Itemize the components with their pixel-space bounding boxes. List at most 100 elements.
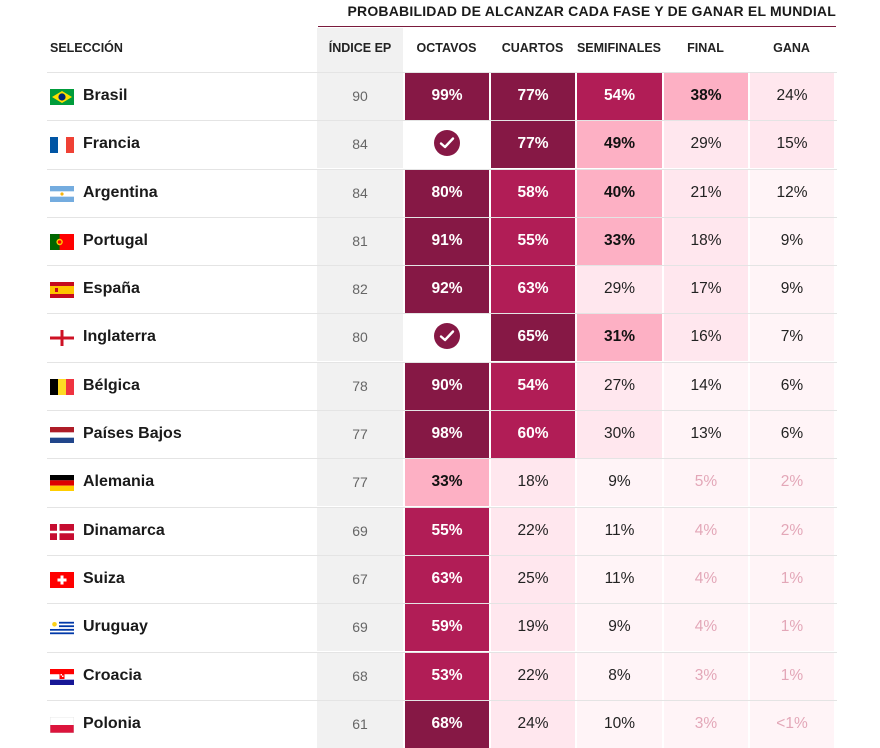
col-header-octavos: OCTAVOS: [416, 41, 477, 55]
table-row: Alemania 77 33% 18% 9% 5% 2%: [47, 458, 837, 507]
semifinales-probability: 30%: [576, 411, 662, 459]
team-name: Bélgica: [83, 376, 140, 394]
table-row: Uruguay 69 59% 19% 9% 4% 1%: [47, 603, 837, 652]
index-value: 69: [317, 604, 403, 652]
gana-probability: 6%: [749, 411, 834, 459]
table-row: Países Bajos 77 98% 60% 30% 13% 6%: [47, 410, 837, 459]
table-row: Francia 84 77% 49% 29% 15%: [47, 120, 837, 169]
table-row: Inglaterra 80 65% 31% 16% 7%: [47, 313, 837, 362]
netherlands-flag-icon: [50, 427, 74, 444]
gana-probability: 7%: [749, 314, 834, 362]
semifinales-probability: 49%: [576, 121, 662, 169]
table-row: España 82 92% 63% 29% 17% 9%: [47, 265, 837, 314]
octavos-probability: 90%: [404, 362, 489, 410]
col-header-cuartos: CUARTOS: [501, 41, 564, 55]
semifinales-probability: 31%: [576, 314, 662, 362]
cuartos-probability: 22%: [490, 507, 575, 555]
table-row: Polonia 61 68% 24% 10% 3% <1%: [47, 699, 837, 748]
index-value: 69: [317, 507, 403, 555]
croatia-flag-icon: [50, 668, 74, 685]
cuartos-probability: 58%: [490, 169, 575, 217]
table-row: Argentina 84 80% 58% 40% 21% 12%: [47, 168, 837, 217]
team-name: Brasil: [83, 87, 128, 104]
germany-flag-icon: [50, 475, 74, 492]
octavos-probability: 33%: [404, 459, 489, 507]
team-name: Suiza: [83, 569, 125, 587]
team-name: Portugal: [83, 231, 148, 249]
cuartos-probability: 19%: [490, 604, 575, 652]
belgium-flag-icon: [50, 378, 74, 395]
table-row: Suiza 67 63% 25% 11% 4% 1%: [47, 554, 837, 603]
octavos-probability: 63%: [404, 555, 489, 603]
gana-probability: 9%: [749, 266, 834, 314]
cuartos-probability: 18%: [490, 459, 575, 507]
gana-probability: 24%: [749, 73, 834, 120]
cuartos-probability: 77%: [490, 121, 575, 169]
col-header-final: FINAL: [687, 41, 724, 55]
semifinales-probability: 9%: [576, 604, 662, 652]
octavos-probability: [404, 314, 489, 362]
gana-probability: 1%: [749, 604, 834, 652]
final-probability: 3%: [663, 652, 748, 700]
qualified-check-icon: [434, 322, 460, 349]
team-name: Países Bajos: [83, 425, 182, 443]
portugal-flag-icon: [50, 233, 74, 250]
table-row: Croacia 68 53% 22% 8% 3% 1%: [47, 651, 837, 700]
octavos-probability: 55%: [404, 507, 489, 555]
team-name: Inglaterra: [83, 328, 156, 346]
team-name: Argentina: [83, 183, 158, 201]
final-probability: 16%: [663, 314, 748, 362]
gana-probability: 1%: [749, 652, 834, 700]
brazil-flag-icon: [50, 89, 74, 105]
table-row: Dinamarca 69 55% 22% 11% 4% 2%: [47, 506, 837, 555]
gana-probability: 6%: [749, 362, 834, 410]
index-value: 80: [317, 314, 403, 362]
cuartos-probability: 25%: [490, 555, 575, 603]
cuartos-probability: 65%: [490, 314, 575, 362]
index-value: 61: [317, 700, 403, 748]
semifinales-probability: 8%: [576, 652, 662, 700]
final-probability: 3%: [663, 700, 748, 748]
semifinales-probability: 54%: [576, 73, 662, 120]
cuartos-probability: 24%: [490, 700, 575, 748]
index-value: 77: [317, 459, 403, 507]
cuartos-probability: 63%: [490, 266, 575, 314]
poland-flag-icon: [50, 716, 74, 733]
index-value: 68: [317, 652, 403, 700]
octavos-probability: 91%: [404, 217, 489, 265]
final-probability: 14%: [663, 362, 748, 410]
team-name: Croacia: [83, 666, 142, 684]
index-value: 82: [317, 266, 403, 314]
octavos-probability: 80%: [404, 169, 489, 217]
table-row: Bélgica 78 90% 54% 27% 14% 6%: [47, 361, 837, 410]
index-value: 84: [317, 169, 403, 217]
col-header-team: SELECCIÓN: [50, 41, 123, 55]
france-flag-icon: [50, 137, 74, 154]
gana-probability: 2%: [749, 507, 834, 555]
cuartos-probability: 22%: [490, 652, 575, 700]
spain-flag-icon: [50, 282, 74, 299]
gana-probability: 15%: [749, 121, 834, 169]
index-value: 90: [317, 73, 403, 120]
semifinales-probability: 11%: [576, 555, 662, 603]
octavos-probability: 98%: [404, 411, 489, 459]
qualified-check-icon: [434, 129, 460, 156]
uruguay-flag-icon: [50, 620, 74, 637]
table-header: SELECCIÓN ÍNDICE EP OCTAVOS CUARTOS SEMI…: [47, 28, 837, 72]
semifinales-probability: 11%: [576, 507, 662, 555]
table-row: Brasil 90 99% 77% 54% 38% 24%: [47, 72, 837, 120]
final-probability: 18%: [663, 217, 748, 265]
semifinales-probability: 29%: [576, 266, 662, 314]
final-probability: 5%: [663, 459, 748, 507]
col-header-semifinales: SEMIFINALES: [576, 41, 662, 55]
table-row: Portugal 81 91% 55% 33% 18% 9%: [47, 216, 837, 265]
team-name: Dinamarca: [83, 521, 165, 539]
octavos-probability: 92%: [404, 266, 489, 314]
final-probability: 29%: [663, 121, 748, 169]
octavos-probability: [404, 121, 489, 169]
semifinales-probability: 10%: [576, 700, 662, 748]
index-value: 77: [317, 411, 403, 459]
semifinales-probability: 27%: [576, 362, 662, 410]
final-probability: 38%: [663, 73, 748, 120]
final-probability: 4%: [663, 604, 748, 652]
